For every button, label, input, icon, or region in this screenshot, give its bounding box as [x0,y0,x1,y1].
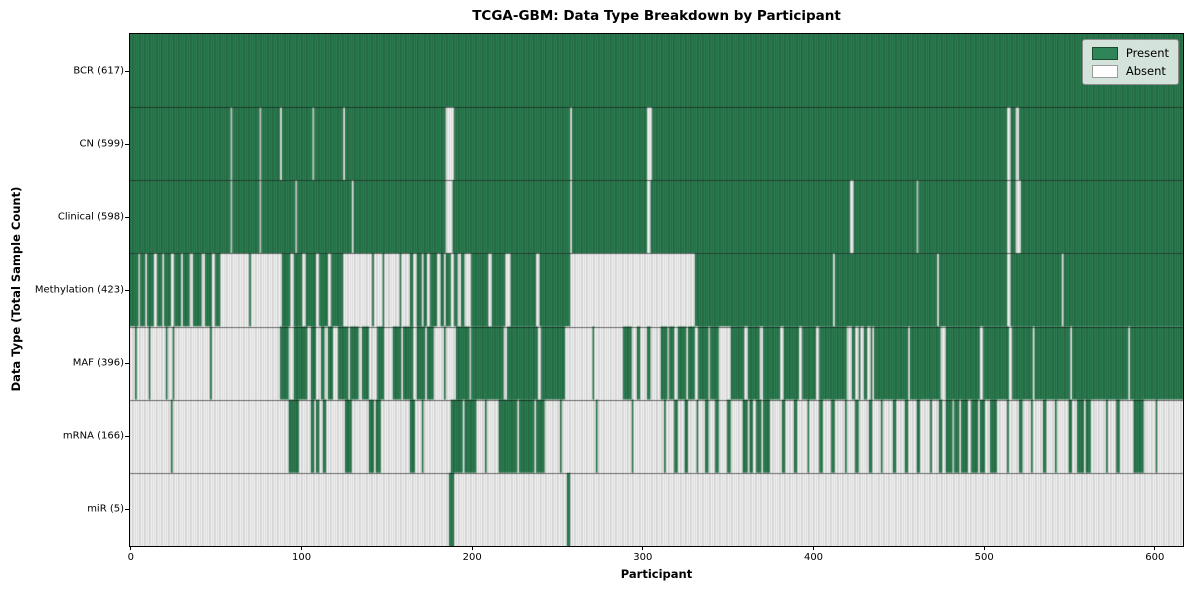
y-tick-label-clinical: Clinical (598) [57,211,124,223]
x-tick-label-600: 600 [1145,552,1165,563]
y-tick-mark [125,70,129,72]
x-tick-mark [471,546,473,550]
y-axis-ticks: BCR (617) CN (599) Clinical (598) Methylati… [0,0,129,600]
x-tick-mark [301,546,303,550]
legend-item-absent: Absent [1091,62,1169,80]
y-tick-mark [125,290,129,291]
legend-label-absent: Absent [1125,64,1166,78]
y-tick-label-bcr: BCR (617) [73,65,124,77]
legend-item-present: Present [1091,44,1169,62]
heatmap-canvas [130,34,1183,546]
legend-label-present: Present [1125,46,1169,60]
x-tick-mark [813,546,814,550]
x-tick-label-300: 300 [633,552,653,563]
absent-swatch-icon [1091,64,1118,78]
x-tick-label-0: 0 [127,552,135,563]
x-tick-mark [130,546,132,550]
plot-area: Present Absent [129,33,1184,547]
y-tick-label-maf: MAF (396) [72,357,124,369]
x-tick-mark [1154,546,1156,550]
x-tick-label-200: 200 [462,552,482,563]
chart-title: TCGA-GBM: Data Type Breakdown by Partici… [472,8,841,24]
y-tick-mark [125,509,129,511]
y-tick-mark [125,216,129,218]
x-tick-mark [983,546,985,550]
x-axis-label: Participant [620,567,693,581]
x-tick-label-400: 400 [803,552,824,563]
x-tick-mark [642,546,644,550]
y-tick-label-cn: CN (599) [79,138,124,150]
y-tick-mark [125,436,129,438]
y-tick-label-mrna: mRNA (166) [62,430,124,442]
y-tick-label-mir: miR (5) [87,503,124,515]
y-tick-mark [125,363,129,365]
present-swatch-icon [1091,46,1118,60]
x-tick-label-100: 100 [291,552,312,563]
y-tick-label-methylation: Methylation (423) [34,284,124,296]
x-tick-label-500: 500 [974,552,994,563]
y-tick-mark [125,143,129,145]
legend: Present Absent [1081,39,1179,85]
